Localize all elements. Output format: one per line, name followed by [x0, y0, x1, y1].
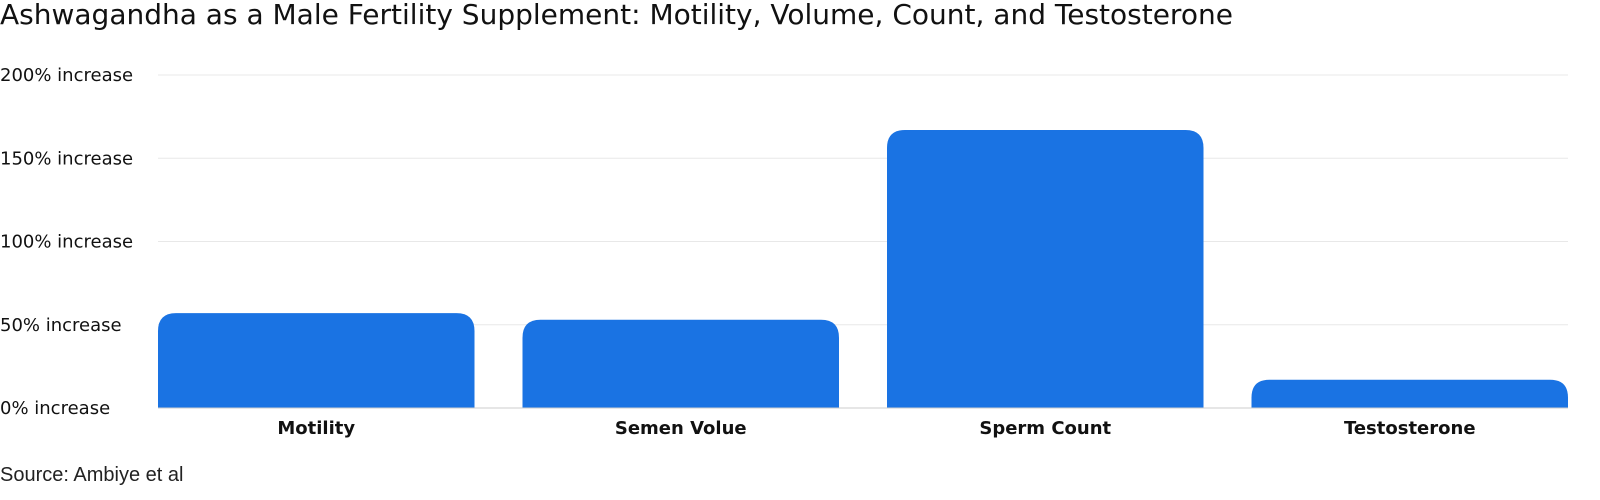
- bar: [1251, 379, 1568, 408]
- bar: [522, 319, 839, 408]
- bar: [887, 129, 1204, 408]
- y-tick-label: 150% increase: [0, 148, 133, 169]
- y-tick-label: 50% increase: [0, 315, 122, 336]
- bar-chart: 0% increase 50% increase 100% increase 150%…: [0, 65, 1568, 439]
- y-tick-label: 200% increase: [0, 65, 133, 86]
- source-note: Source: Ambiye et al: [0, 464, 184, 486]
- y-tick-label: 100% increase: [0, 232, 133, 253]
- chart-title: Ashwagandha as a Male Fertility Suppleme…: [0, 0, 1233, 31]
- x-tick-label: Testosterone: [1344, 418, 1476, 439]
- x-tick-label: Motility: [277, 418, 355, 439]
- x-tick-label: Semen Volue: [615, 418, 747, 439]
- bar: [158, 313, 475, 408]
- x-tick-label: Sperm Count: [979, 418, 1111, 439]
- y-tick-label: 0% increase: [0, 398, 110, 419]
